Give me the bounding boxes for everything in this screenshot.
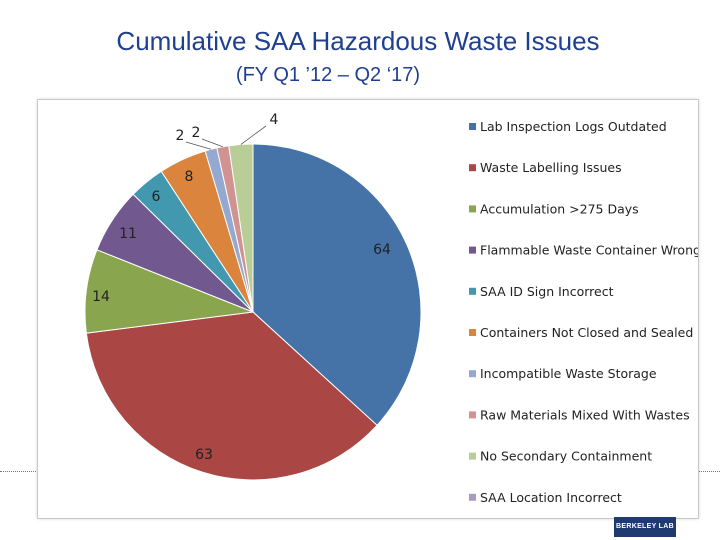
leader-line-7 xyxy=(201,138,223,148)
legend-label-5: Containers Not Closed and Sealed xyxy=(480,325,693,340)
legend-label-0: Lab Inspection Logs Outdated xyxy=(480,119,667,134)
legend-swatch-6 xyxy=(469,370,476,378)
page-title: Cumulative SAA Hazardous Waste Issues xyxy=(116,26,600,56)
legend-label-3: Flammable Waste Container Wrong xyxy=(480,243,698,258)
legend-label-2: Accumulation >275 Days xyxy=(480,201,639,216)
legend-swatch-3 xyxy=(469,246,476,254)
data-label-2: 14 xyxy=(92,289,110,305)
legend-swatch-8 xyxy=(469,452,476,460)
legend-swatch-9 xyxy=(469,493,476,501)
legend-swatch-5 xyxy=(469,329,476,336)
legend-swatch-4 xyxy=(469,287,476,295)
legend-swatch-0 xyxy=(469,123,476,130)
data-label-4: 6 xyxy=(152,189,161,205)
legend-swatch-7 xyxy=(469,411,476,419)
legend-label-1: Waste Labelling Issues xyxy=(480,160,622,175)
data-label-3: 11 xyxy=(119,226,137,242)
data-label-7: 2 xyxy=(192,125,201,141)
pie-slice-8 xyxy=(228,143,254,313)
pie-chart: 64 63 14 11 6 8 2 2 4 Lab Inspection Logs Outdate… xyxy=(84,112,698,505)
pie-slice-0 xyxy=(252,143,422,427)
berkeley-lab-logo: BERKELEY LAB xyxy=(614,517,676,537)
data-label-5: 8 xyxy=(185,169,194,185)
leader-line-8 xyxy=(240,125,267,145)
legend-label-9: SAA Location Incorrect xyxy=(480,490,622,505)
legend-label-6: Incompatible Waste Storage xyxy=(480,366,657,381)
data-label-0: 64 xyxy=(373,242,391,258)
leader-line-6 xyxy=(185,141,212,150)
pie-slice-1 xyxy=(85,311,378,481)
legend-label-4: SAA ID Sign Incorrect xyxy=(480,284,614,299)
chart-container: 64 63 14 11 6 8 2 2 4 Lab Inspection Logs Outdate… xyxy=(37,99,699,519)
page-subtitle: (FY Q1 ’12 – Q2 ‘17) xyxy=(235,64,421,86)
data-label-8: 4 xyxy=(270,112,279,128)
data-label-6: 2 xyxy=(176,128,185,144)
legend-swatch-2 xyxy=(469,205,476,213)
legend-label-8: No Secondary Containment xyxy=(480,449,652,464)
data-label-1: 63 xyxy=(195,447,213,463)
legend-swatch-1 xyxy=(469,164,476,172)
legend-label-7: Raw Materials Mixed With Wastes xyxy=(480,407,690,422)
